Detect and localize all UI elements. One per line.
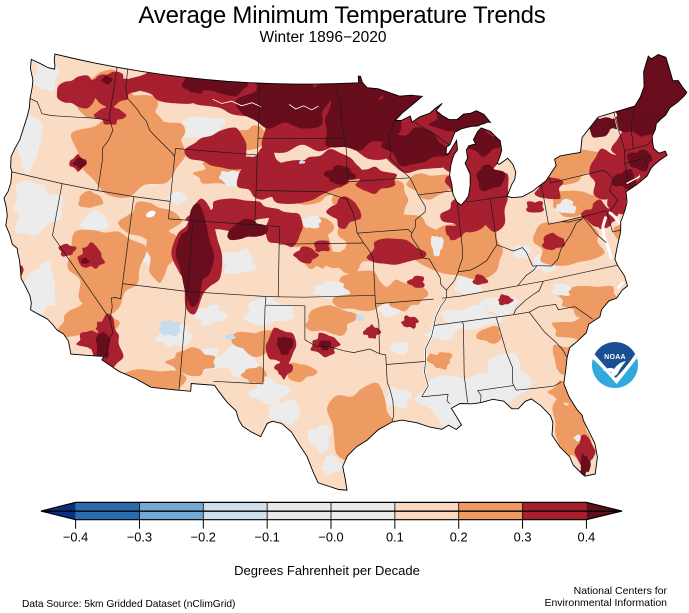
svg-text:−0.2: −0.2 — [191, 530, 216, 545]
svg-text:0.1: 0.1 — [386, 530, 404, 545]
svg-text:−0.0: −0.0 — [318, 530, 343, 545]
svg-text:−0.4: −0.4 — [63, 530, 88, 545]
svg-text:NOAA: NOAA — [604, 354, 626, 361]
svg-text:Environmental Information: Environmental Information — [544, 597, 667, 609]
svg-text:−0.3: −0.3 — [127, 530, 152, 545]
svg-text:0.4: 0.4 — [578, 530, 596, 545]
svg-text:−0.1: −0.1 — [255, 530, 280, 545]
svg-text:National Centers for: National Centers for — [574, 585, 668, 597]
svg-text:0.2: 0.2 — [450, 530, 468, 545]
svg-text:0.3: 0.3 — [514, 530, 532, 545]
svg-text:Average Minimum Temperature Tr: Average Minimum Temperature Trends — [138, 2, 545, 29]
svg-text:Degrees Fahrenheit per Decade: Degrees Fahrenheit per Decade — [234, 563, 420, 578]
svg-text:Winter 1896−2020: Winter 1896−2020 — [259, 29, 386, 46]
svg-text:Data Source: 5km Gridded Datas: Data Source: 5km Gridded Dataset (nClimG… — [22, 599, 235, 610]
